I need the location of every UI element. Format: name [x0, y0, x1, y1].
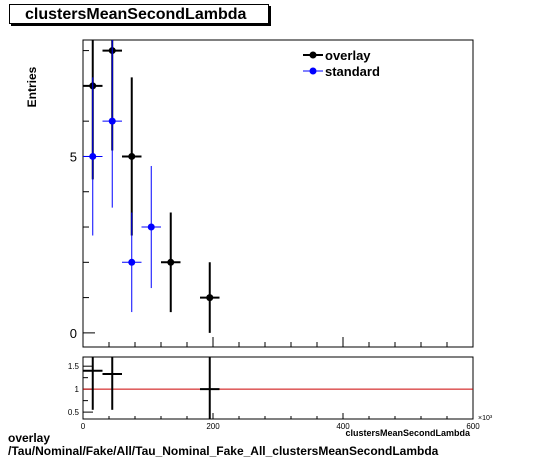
legend: overlay standard — [303, 48, 380, 79]
legend-standard-label: standard — [325, 64, 380, 79]
ratio-y-tick-label: 0.5 — [68, 408, 80, 417]
footer: overlay /Tau/Nominal/Fake/All/Tau_Nomina… — [8, 432, 438, 458]
standard-point — [89, 152, 97, 160]
legend-overlay-marker — [309, 51, 317, 59]
footer-line-1: overlay — [8, 431, 51, 445]
footer-line-2: /Tau/Nominal/Fake/All/Tau_Nominal_Fake_A… — [8, 444, 439, 458]
legend-standard-marker — [309, 67, 317, 75]
main-data-marks — [83, 40, 220, 333]
overlay-point — [128, 152, 136, 160]
main-axis-ticks: 05 — [70, 50, 474, 347]
ratio-data-marks — [83, 357, 473, 419]
overlay-point — [167, 258, 175, 266]
ratio-axis-ticks: 0.5 1 1.5 0 200 400 600 — [68, 362, 480, 431]
legend-overlay-label: overlay — [325, 48, 371, 63]
y-tick-label: 5 — [70, 149, 77, 164]
y-tick-label: 0 — [70, 326, 77, 341]
x-axis-label: clustersMeanSecondLambda — [345, 428, 471, 438]
chart-title: clustersMeanSecondLambda — [25, 6, 247, 23]
standard-point — [147, 223, 155, 231]
x-multiplier-label: ×10³ — [478, 415, 493, 422]
ratio-x-tick-label: 600 — [466, 422, 480, 431]
ratio-x-tick-label: 400 — [336, 422, 350, 431]
ratio-y-tick-label: 1 — [75, 385, 80, 394]
main-plot-frame — [82, 39, 474, 348]
ratio-x-tick-label: 0 — [81, 422, 86, 431]
y-axis-label: Entries — [25, 66, 39, 107]
standard-point — [128, 258, 136, 266]
ratio-plot-frame — [82, 356, 474, 420]
standard-point — [108, 117, 116, 125]
overlay-point — [206, 294, 214, 302]
ratio-y-tick-label: 1.5 — [68, 362, 80, 371]
chart-title-box: clustersMeanSecondLambda — [9, 4, 269, 24]
ratio-x-tick-label: 200 — [206, 422, 220, 431]
